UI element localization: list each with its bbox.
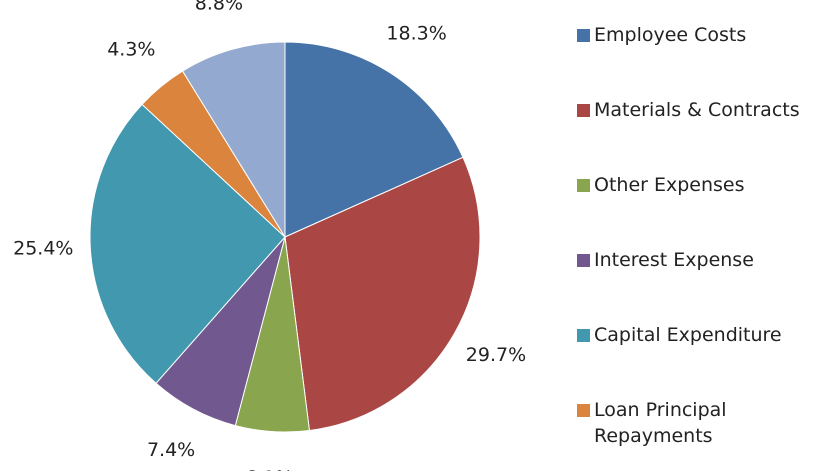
legend-item: Employee Costs <box>577 22 816 48</box>
data-label: 29.7% <box>466 344 526 366</box>
legend-item: Interest Expense <box>577 247 816 273</box>
legend-item: Other Expenses <box>577 172 816 198</box>
pie-slice <box>284 156 481 432</box>
data-label: 6.1% <box>245 467 293 471</box>
data-label: 7.4% <box>147 439 195 461</box>
legend-label: Interest Expense <box>594 249 754 271</box>
legend-label: Other Expenses <box>594 174 745 196</box>
data-label: 8.8% <box>195 0 243 15</box>
legend-swatch <box>577 329 590 342</box>
legend-swatch <box>577 104 590 117</box>
data-label: 18.3% <box>386 22 446 44</box>
pie-slice <box>284 41 464 238</box>
data-label: 25.4% <box>13 238 73 260</box>
legend-label: Materials & Contracts <box>594 99 800 121</box>
legend-label: Employee Costs <box>594 24 747 46</box>
pie-slice <box>89 103 286 384</box>
legend-item: Loan Principal Repayments <box>577 397 816 449</box>
legend-label: Capital Expenditure <box>594 324 782 346</box>
legend-swatch <box>577 254 590 267</box>
data-label: 4.3% <box>107 39 155 61</box>
legend-label: Loan Principal Repayments <box>594 399 727 447</box>
legend-item: Materials & Contracts <box>577 97 816 123</box>
chart: 18.3% 29.7% 6.1% 7.4% 25.4% 4.3% 8.8% <box>13 0 526 471</box>
legend-swatch <box>577 404 590 417</box>
legend-swatch <box>577 179 590 192</box>
legend-item: Capital Expenditure <box>577 322 816 348</box>
legend-swatch <box>577 29 590 42</box>
pie-slice <box>181 41 286 239</box>
